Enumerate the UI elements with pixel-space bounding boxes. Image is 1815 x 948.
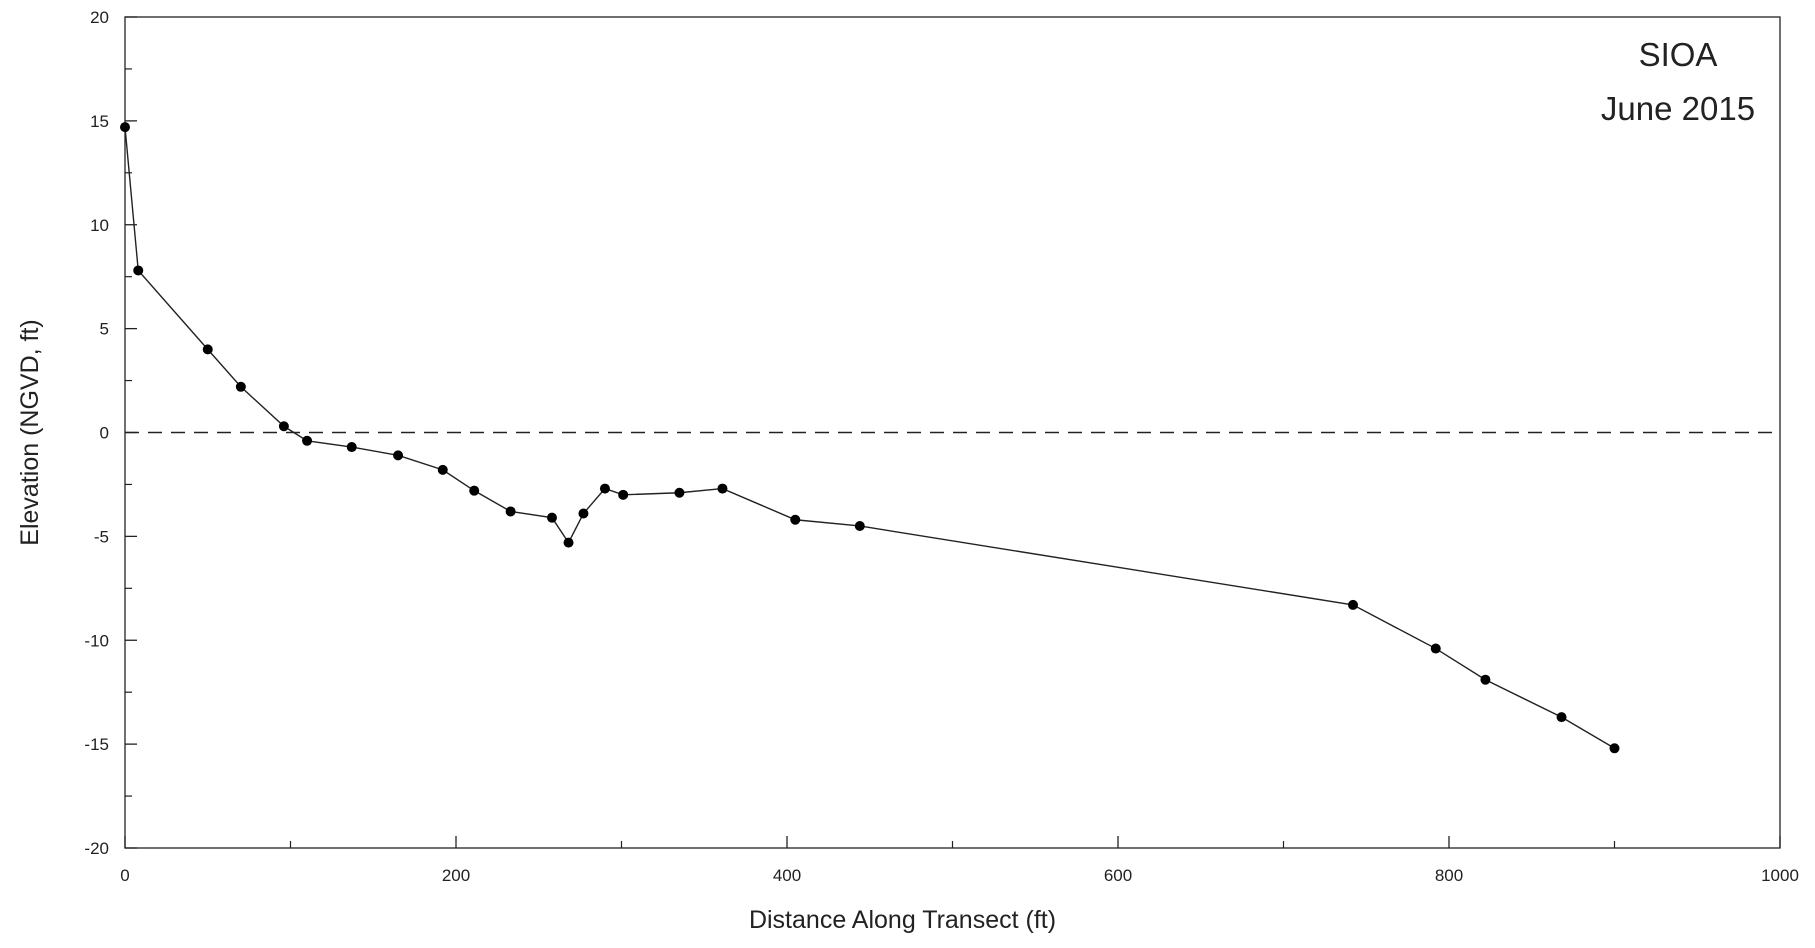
- data-point: [1430, 643, 1441, 654]
- y-tick-label: -20: [84, 839, 109, 858]
- series-line: [124, 127, 1615, 749]
- annotation-date: June 2015: [1601, 90, 1755, 127]
- data-point: [120, 122, 130, 133]
- y-axis-title: Elevation (NGVD, ft): [16, 319, 44, 545]
- data-point: [578, 508, 589, 519]
- data-point: [674, 487, 685, 498]
- data-point: [599, 483, 610, 494]
- x-tick-label: 800: [1435, 866, 1463, 885]
- data-point: [563, 537, 574, 548]
- data-point: [302, 435, 313, 446]
- x-axis-title: Distance Along Transect (ft): [749, 906, 1056, 934]
- x-tick-label: 200: [442, 866, 470, 885]
- y-tick-label: 20: [90, 8, 109, 27]
- data-point: [717, 483, 728, 494]
- data-point: [1556, 712, 1567, 723]
- y-tick-label: 5: [100, 320, 109, 339]
- data-point: [854, 520, 865, 531]
- y-axis-ticks: -20 -15 -10 -5 0 5 10 15 20: [84, 8, 137, 858]
- data-point: [469, 485, 480, 496]
- data-point: [790, 514, 801, 525]
- y-tick-label: 10: [90, 216, 109, 235]
- plot-area: [120, 16, 1781, 849]
- y-tick-label: -15: [84, 735, 109, 754]
- data-point: [278, 421, 289, 432]
- x-tick-label: 0: [120, 866, 129, 885]
- x-tick-label: 600: [1104, 866, 1132, 885]
- data-point: [1348, 599, 1359, 610]
- data-point: [437, 464, 448, 475]
- data-point: [133, 265, 144, 276]
- x-axis-ticks: 0 200 400 600 800 1000: [120, 836, 1799, 885]
- y-tick-label: 15: [90, 112, 109, 131]
- data-point: [393, 450, 404, 461]
- data-point: [1480, 674, 1491, 685]
- data-point: [346, 442, 357, 453]
- data-point: [546, 512, 557, 523]
- data-point: [505, 506, 516, 517]
- y-tick-label: -5: [94, 527, 109, 546]
- data-point: [235, 381, 246, 392]
- data-point: [202, 344, 213, 355]
- annotation-site: SIOA: [1639, 36, 1718, 73]
- x-tick-label: 400: [773, 866, 801, 885]
- data-point: [1609, 743, 1620, 754]
- y-tick-label: 0: [100, 424, 109, 443]
- y-tick-label: -10: [84, 631, 109, 650]
- data-point: [618, 489, 629, 500]
- x-tick-label: 1000: [1761, 866, 1799, 885]
